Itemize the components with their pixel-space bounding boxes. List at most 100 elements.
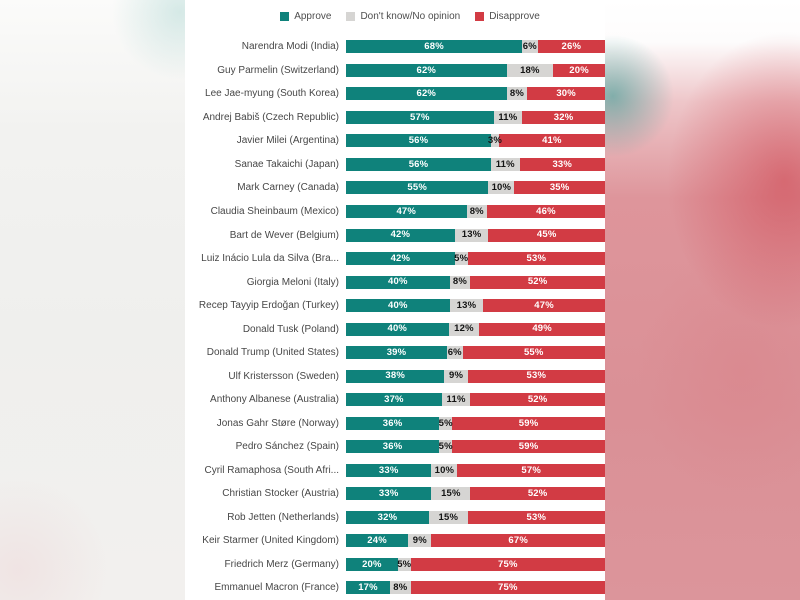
bar-segment-dont-know: 13%: [449, 299, 484, 313]
bar-value-label: 59%: [518, 441, 539, 453]
bar-value-label: 8%: [469, 205, 484, 217]
leader-label: Giorgia Meloni (Italy): [246, 276, 339, 288]
leader-label: Lee Jae-myung (South Korea): [205, 88, 339, 100]
bar-segment-dont-know: 8%: [506, 87, 528, 101]
bar-segment-dont-know: 9%: [444, 369, 468, 383]
chart-row: Ulf Kristersson (Sweden) 38% 9% 53%: [185, 364, 605, 388]
chart-row: Bart de Wever (Belgium) 42% 13% 45%: [185, 223, 605, 247]
bar-value-label: 11%: [495, 158, 515, 170]
stacked-bar: 36% 5% 59%: [346, 416, 605, 430]
stacked-bar: 17% 8% 75%: [346, 581, 605, 595]
bar-segment-approve: 33%: [346, 487, 432, 501]
stacked-bar: 62% 18% 20%: [346, 63, 605, 77]
bar-segment-disapprove: 32%: [522, 110, 605, 124]
leader-label: Ulf Kristersson (Sweden): [228, 370, 339, 382]
bar-value-label: 52%: [527, 276, 548, 288]
bar-value-label: 56%: [408, 135, 429, 147]
bar-segment-dont-know: 10%: [488, 181, 515, 195]
bar-value-label: 40%: [387, 276, 408, 288]
leader-label: Anthony Albanese (Australia): [210, 394, 339, 406]
stacked-bar: 56% 11% 33%: [346, 157, 605, 171]
bar-value-label: 35%: [549, 182, 570, 194]
stacked-bar: 47% 8% 46%: [346, 204, 605, 218]
bar-segment-disapprove: 67%: [431, 534, 605, 548]
bar-value-label: 33%: [378, 464, 399, 476]
bar-segment-dont-know: 5%: [397, 557, 411, 571]
bar-segment-approve: 47%: [346, 204, 467, 218]
legend-item-disapprove: Disapprove: [475, 11, 540, 22]
bar-value-label: 12%: [454, 323, 474, 335]
leader-label: Guy Parmelin (Switzerland): [217, 64, 339, 76]
bar-segment-disapprove: 53%: [467, 510, 605, 524]
bar-value-label: 32%: [553, 111, 574, 123]
chart-rows: Narendra Modi (India) 68% 6% 26% Guy Parmeli…: [185, 35, 605, 600]
bar-value-label: 53%: [526, 252, 547, 264]
bar-segment-disapprove: 41%: [498, 134, 605, 148]
chart-row: Javier Milei (Argentina) 56% 3% 41%: [185, 129, 605, 153]
bar-value-label: 11%: [498, 111, 518, 123]
leader-label: Cyril Ramaphosa (South Afri...: [204, 464, 340, 476]
bar-segment-disapprove: 55%: [462, 346, 605, 360]
chart-row: Recep Tayyip Erdoğan (Turkey) 40% 13% 47%: [185, 294, 605, 318]
bar-value-label: 13%: [461, 229, 482, 241]
bar-segment-dont-know: 8%: [449, 275, 471, 289]
chart-row: Keir Starmer (United Kingdom) 24% 9% 67%: [185, 529, 605, 553]
bar-segment-disapprove: 49%: [479, 322, 605, 336]
leader-label: Emmanuel Macron (France): [214, 582, 339, 594]
leader-label: Pedro Sánchez (Spain): [235, 441, 339, 453]
bar-value-label: 45%: [536, 229, 557, 241]
legend-item-approve: Approve: [280, 11, 331, 22]
bar-segment-dont-know: 9%: [408, 534, 432, 548]
bar-value-label: 62%: [416, 64, 437, 76]
bar-value-label: 40%: [387, 323, 408, 335]
bar-value-label: 40%: [387, 299, 408, 311]
bar-segment-approve: 37%: [346, 393, 442, 407]
chart-row: Cyril Ramaphosa (South Afri... 33% 10% 57%: [185, 459, 605, 483]
bar-segment-approve: 62%: [346, 63, 507, 77]
chart-panel: Approve Don't know/No opinion Disapprove…: [185, 0, 605, 600]
bar-segment-disapprove: 52%: [470, 393, 605, 407]
bar-segment-dont-know: 11%: [493, 110, 523, 124]
legend-item-dont-know: Don't know/No opinion: [346, 11, 460, 22]
bar-value-label: 46%: [536, 205, 556, 217]
bar-value-label: 52%: [527, 393, 548, 405]
leader-label: Luiz Inácio Lula da Silva (Bra...: [201, 253, 339, 265]
background-blur-left: [0, 0, 185, 600]
chart-row: Sanae Takaichi (Japan) 56% 11% 33%: [185, 153, 605, 177]
bar-value-label: 15%: [441, 488, 461, 500]
bar-segment-disapprove: 53%: [467, 252, 605, 266]
leader-label: Keir Starmer (United Kingdom): [202, 535, 339, 547]
bar-value-label: 33%: [552, 158, 573, 170]
stacked-bar: 68% 6% 26%: [346, 40, 605, 54]
bar-value-label: 52%: [527, 488, 548, 500]
stacked-bar: 40% 12% 49%: [346, 322, 605, 336]
stacked-bar: 42% 13% 45%: [346, 228, 605, 242]
bar-segment-disapprove: 53%: [467, 369, 605, 383]
bar-segment-approve: 40%: [346, 322, 449, 336]
chart-row: Donald Trump (United States) 39% 6% 55%: [185, 341, 605, 365]
legend-label-approve: Approve: [294, 10, 332, 22]
bar-value-label: 36%: [382, 441, 403, 453]
bar-value-label: 75%: [498, 558, 518, 570]
bar-value-label: 59%: [518, 417, 539, 429]
bar-segment-dont-know: 13%: [454, 228, 489, 242]
bar-segment-dont-know: 12%: [448, 322, 480, 336]
bar-segment-disapprove: 35%: [514, 181, 605, 195]
legend-label-disapprove: Disapprove: [489, 10, 540, 22]
legend-swatch-disapprove-icon: [475, 11, 485, 21]
bar-value-label: 5%: [438, 441, 453, 453]
bar-segment-dont-know: 15%: [428, 510, 468, 524]
bar-segment-approve: 36%: [346, 416, 440, 430]
bar-value-label: 13%: [456, 299, 477, 311]
stacked-bar: 24% 9% 67%: [346, 534, 605, 548]
leader-label: Javier Milei (Argentina): [236, 135, 339, 147]
bar-value-label: 26%: [561, 41, 582, 53]
chart-row: Pedro Sánchez (Spain) 36% 5% 59%: [185, 435, 605, 459]
bar-segment-dont-know: 10%: [431, 463, 458, 477]
stacked-bar: 56% 3% 41%: [346, 134, 605, 148]
bar-value-label: 37%: [384, 393, 404, 405]
bar-segment-disapprove: 59%: [452, 416, 605, 430]
bar-segment-dont-know: 5%: [454, 252, 468, 266]
background-blur-right: [605, 0, 800, 600]
